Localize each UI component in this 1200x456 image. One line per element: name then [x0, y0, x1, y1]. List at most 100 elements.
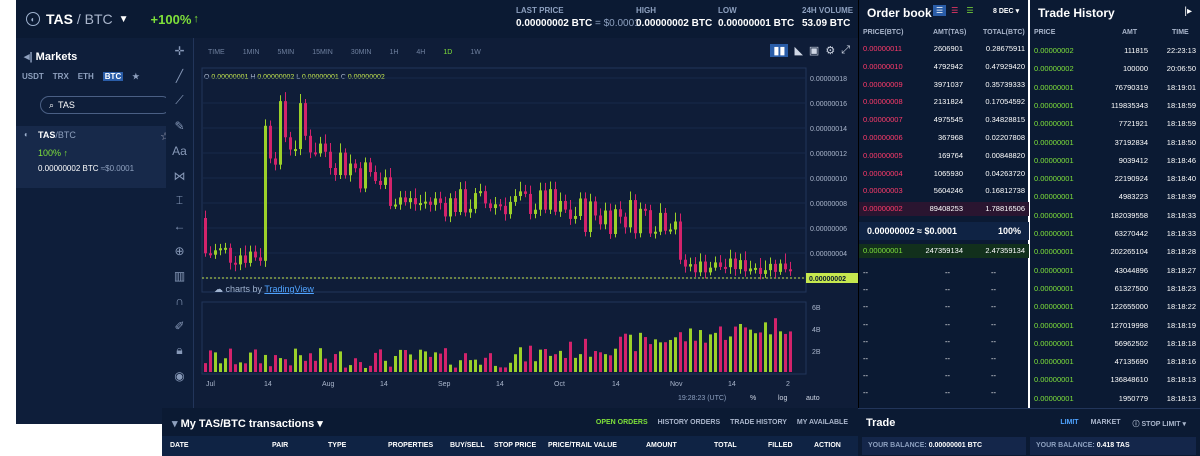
bars-icon[interactable]: ▥ [173, 268, 186, 283]
text-icon[interactable]: Aa [172, 143, 187, 158]
trade-row: 0.00000001 7721921 18:18:59 [1034, 119, 1196, 129]
lock-icon[interactable]: 🔒︎ [176, 343, 183, 357]
candle [344, 152, 347, 176]
arrow-left-icon[interactable]: ← [173, 218, 186, 233]
market-item-tas-btc[interactable]: ◐ TAS/BTC ☆ 100% ↑ 0.00000002 BTC ≈$0.00… [16, 126, 182, 188]
indicators-icon[interactable]: ◣ [794, 45, 803, 57]
collapse-icon[interactable]: |▸ [1184, 6, 1192, 17]
tf-time[interactable]: TIME [208, 48, 225, 56]
pair-selector[interactable]: ◐ TAS / BTC ▼ +100% ↑ [16, 11, 516, 27]
tf-30min[interactable]: 30MIN [350, 48, 372, 56]
view-asks-icon[interactable]: ☰ [951, 6, 959, 15]
pair-title: TAS / BTC [46, 11, 113, 27]
ask-row[interactable]: 0.00000010 4792942 0.47929420 [863, 61, 1025, 71]
camera-icon[interactable]: ▣ [808, 45, 820, 57]
market-search[interactable]: ⌕ [40, 96, 171, 114]
up-arrow-icon: ↑ [193, 13, 199, 25]
candle [529, 193, 532, 214]
measure-icon[interactable]: ⌶ [175, 193, 184, 207]
fib-icon[interactable]: ⟋ [175, 93, 184, 107]
candle [609, 210, 612, 234]
tf-1h[interactable]: 1H [389, 48, 399, 56]
volume-bar [299, 355, 302, 372]
ask-row[interactable]: 0.00000009 3971037 0.35739333 [863, 79, 1025, 89]
pencil-icon[interactable]: ✐ [174, 318, 185, 333]
tradingview-credit[interactable]: ☁ charts by TradingView [214, 284, 314, 294]
favorite-star-icon[interactable]: ☆ [160, 130, 170, 143]
search-input[interactable] [58, 100, 149, 110]
view-bids-icon[interactable]: ☰ [966, 6, 974, 15]
chart-canvas[interactable]: 0.00000018 0.00000016 0.00000014 0.00000012… [194, 38, 858, 408]
volume-bar [639, 332, 642, 372]
col-stop-price: STOP PRICE [494, 442, 537, 449]
decimals-select[interactable]: 8 DEC ▾ [993, 8, 1020, 15]
ask-row[interactable]: 0.00000011 2606901 0.28675911 [863, 44, 1025, 53]
brush-icon[interactable]: ✎ [174, 118, 185, 133]
tab-history-orders[interactable]: HISTORY ORDERS [657, 419, 721, 426]
price-chart[interactable]: TIME 1MIN 5MIN 15MIN 30MIN 1H 4H 1D 1W ▮… [194, 38, 858, 408]
filter-icon[interactable]: ▾ [172, 418, 178, 430]
ask-row[interactable]: 0.00000003 5604246 0.16812738 [863, 186, 1025, 196]
market-tab-btc[interactable]: BTC [102, 72, 124, 81]
candle [304, 103, 307, 136]
ask-row[interactable]: 0.00000004 1065930 0.04263720 [863, 168, 1025, 178]
trend-line-icon[interactable]: ╱ [175, 68, 184, 83]
last-price-marker [806, 273, 858, 283]
trade-row: 0.00000001 37192834 18:18:50 [1034, 137, 1196, 147]
search-icon: ⌕ [49, 99, 55, 110]
tab-my-available[interactable]: MY AVAILABLE [796, 419, 848, 426]
tab-stop-limit[interactable]: ⓘ STOP LIMIT ▾ [1132, 421, 1186, 428]
ask-row[interactable]: 0.00000002 89408253 1.78816506 [859, 202, 1029, 217]
transactions-panel: ▾ My TAS/BTC transactions ▾ OPEN ORDERS … [162, 408, 858, 456]
crosshair-icon[interactable]: ✛ [174, 43, 185, 58]
tab-trade-history[interactable]: TRADE HISTORY [730, 419, 787, 426]
col-pair[interactable]: PAIR [272, 442, 289, 449]
eye-icon[interactable]: ◉ [174, 368, 185, 383]
col-date[interactable]: DATE [170, 442, 189, 449]
tab-open-orders[interactable]: OPEN ORDERS [595, 419, 648, 426]
pattern-icon[interactable]: ⋈ [173, 168, 186, 183]
volume-bar [569, 341, 572, 372]
ask-row[interactable]: 0.00000008 2131824 0.17054592 [863, 97, 1025, 107]
ask-row[interactable]: 0.00000007 4975545 0.34828815 [863, 115, 1025, 125]
tf-15min[interactable]: 15MIN [312, 48, 333, 56]
candle [424, 201, 427, 204]
bid-row[interactable]: 0.00000001 247359134 2.47359134 [859, 244, 1029, 258]
candle [234, 262, 237, 265]
volume-bar [424, 351, 427, 372]
candles-icon[interactable]: ▮▮ [770, 44, 789, 57]
volume-bar [459, 360, 462, 372]
trade-row: 0.00000001 136848610 18:18:13 [1034, 375, 1196, 385]
tf-1w[interactable]: 1W [470, 48, 481, 56]
candle [284, 101, 287, 138]
collapse-icon[interactable]: ◂| [24, 51, 33, 63]
tf-1min[interactable]: 1MIN [242, 48, 260, 56]
zoom-icon[interactable]: ⊕ [174, 243, 185, 258]
fullscreen-icon[interactable]: ⤢ [841, 44, 850, 56]
transactions-title[interactable]: ▾ My TAS/BTC transactions ▾ [172, 418, 323, 430]
market-tab-eth[interactable]: ETH [77, 72, 94, 81]
view-both-icon[interactable]: ☰ [933, 5, 947, 16]
tf-5min[interactable]: 5MIN [277, 48, 295, 56]
candle [709, 267, 712, 273]
market-tab-favorites[interactable]: ★ [132, 72, 140, 81]
ask-row[interactable]: 0.00000005 169764 0.00848820 [863, 150, 1025, 160]
volume-bar [589, 356, 592, 372]
ask-row[interactable]: 0.00000006 367968 0.02207808 [863, 133, 1025, 142]
market-tab-usdt[interactable]: USDT [22, 72, 44, 81]
market-tab-trx[interactable]: TRX [52, 72, 69, 81]
volume-bar [644, 337, 647, 372]
candle [579, 198, 582, 217]
tab-limit[interactable]: LIMIT [1060, 419, 1079, 426]
tab-market[interactable]: MARKET [1090, 419, 1121, 426]
volume-bar [324, 358, 327, 372]
magnet-icon[interactable]: ∩ [175, 293, 184, 308]
candle [294, 149, 297, 152]
tf-1d[interactable]: 1D [443, 48, 453, 56]
tf-4h[interactable]: 4H [416, 48, 426, 56]
gear-icon[interactable]: ⚙ [825, 45, 836, 57]
trade-row: 0.00000001 119835343 18:18:59 [1034, 100, 1196, 110]
chevron-down-icon[interactable]: ▼ [118, 13, 129, 25]
chart-option: % [750, 395, 756, 402]
stat-low: LOW 0.00000001 BTC [718, 6, 795, 29]
